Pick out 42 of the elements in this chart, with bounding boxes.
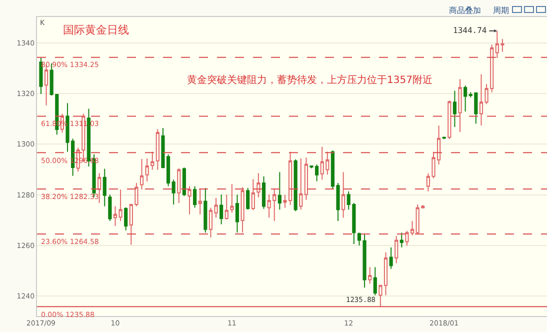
candlestick xyxy=(182,167,186,197)
candlestick xyxy=(262,176,266,210)
candlestick xyxy=(373,266,377,296)
candlestick xyxy=(172,179,176,206)
candlestick xyxy=(448,100,452,140)
candlestick xyxy=(98,172,102,204)
candlestick xyxy=(256,172,260,198)
candlestick xyxy=(156,128,160,170)
candlestick xyxy=(294,158,298,212)
candlestick xyxy=(102,168,106,207)
candlestick xyxy=(452,90,457,128)
text: 周期 xyxy=(493,6,509,15)
candlestick xyxy=(108,194,112,222)
candlestick xyxy=(230,183,234,214)
candlestick xyxy=(251,178,255,211)
candlestick xyxy=(235,194,240,234)
candlestick xyxy=(204,188,208,234)
text: 国际黄金日线 xyxy=(62,24,129,37)
annotation: 1344.74 xyxy=(453,26,487,35)
candlestick xyxy=(224,194,228,220)
candlestick xyxy=(246,188,250,210)
annotation: 黄金突破关键阻力，蓄势待发，上方压力位于1357附近 xyxy=(187,74,432,86)
candlestick xyxy=(400,232,404,248)
candlestick xyxy=(198,189,202,215)
candlestick xyxy=(394,235,398,264)
candlestick xyxy=(342,172,346,218)
candlestick xyxy=(299,158,303,210)
text: 商品叠加 xyxy=(449,6,481,15)
candlestick xyxy=(304,157,308,200)
candlestick xyxy=(193,186,197,208)
candlestick xyxy=(240,186,244,234)
candlestick xyxy=(124,206,128,231)
candlestick xyxy=(140,158,144,190)
candlestick xyxy=(39,57,43,95)
candlestick xyxy=(458,78,462,133)
candlestick xyxy=(368,266,372,284)
candlestick xyxy=(278,172,282,210)
candlestick xyxy=(177,168,181,204)
candlestick xyxy=(464,85,468,112)
candlestick xyxy=(389,246,393,270)
candlestick xyxy=(220,194,224,225)
candlestick xyxy=(188,186,192,215)
